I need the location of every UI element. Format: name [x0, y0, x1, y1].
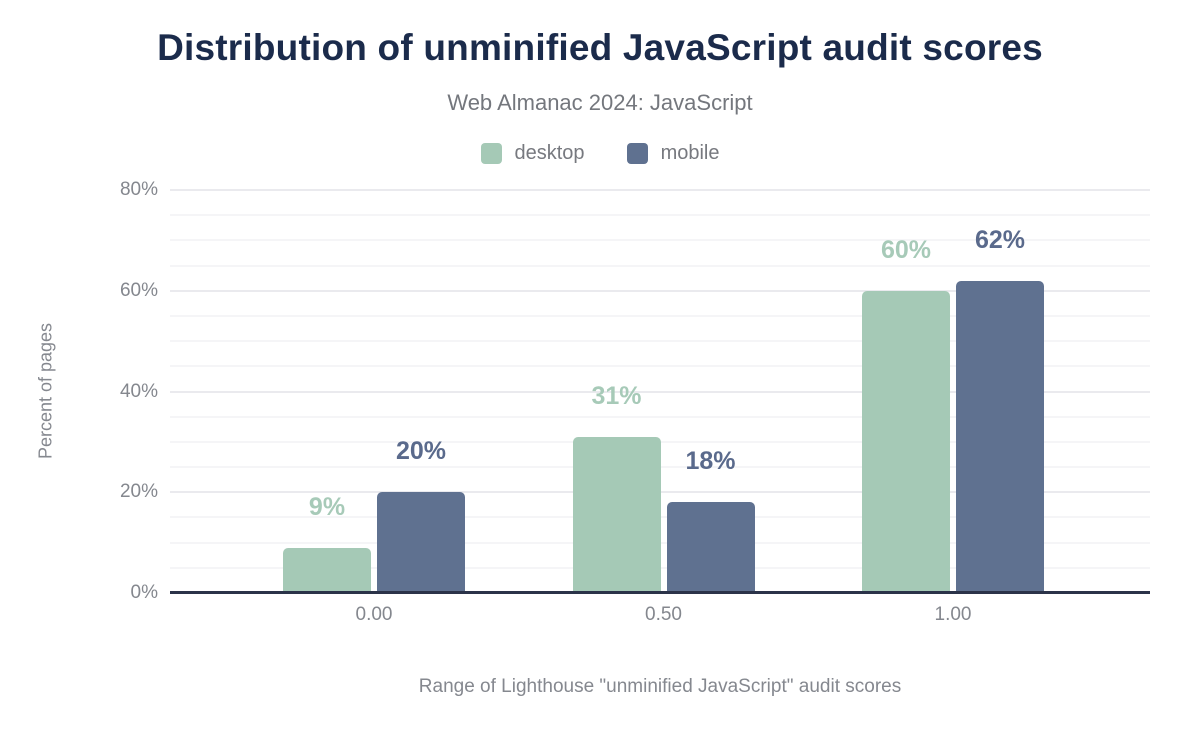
y-tick-label: 0% — [130, 582, 158, 603]
plot-area: 9% 20% 31% 18% 60% 62% — [170, 189, 1150, 594]
bar-label-desktop-0.50: 31% — [591, 381, 642, 410]
bar-desktop-0.50[interactable] — [572, 436, 661, 593]
legend-swatch-mobile-icon — [626, 143, 648, 164]
gridline-major — [170, 289, 1150, 292]
bar-label-desktop-0.00: 9% — [308, 492, 346, 521]
x-axis-title: Range of Lighthouse "unminified JavaScri… — [418, 676, 902, 697]
x-axis-line — [170, 591, 1150, 594]
legend-label-desktop: desktop — [514, 142, 585, 164]
y-tick-label: 20% — [119, 481, 158, 503]
bar-label-desktop-1.00: 60% — [880, 235, 932, 264]
legend-item-mobile[interactable]: mobile — [626, 142, 720, 165]
y-tick-label: 80% — [119, 179, 158, 200]
gridline-minor — [170, 214, 1150, 217]
gridline-minor — [170, 264, 1150, 267]
gridline-minor — [170, 365, 1150, 368]
gridline-minor — [170, 340, 1150, 343]
x-tick-label: 0.50 — [645, 604, 682, 625]
bar-label-mobile-0.50: 18% — [685, 447, 736, 476]
x-tick-label: 0.00 — [355, 604, 393, 625]
y-axis-title: Percent of pages — [35, 322, 56, 460]
chart-subtitle: Web Almanac 2024: JavaScript — [447, 90, 753, 115]
bar-mobile-1.00[interactable] — [956, 280, 1044, 593]
gridline-minor — [170, 314, 1150, 317]
legend-swatch-desktop-icon — [480, 143, 502, 164]
bar-mobile-0.50[interactable] — [666, 502, 755, 593]
gridline-major — [170, 390, 1150, 393]
chart-legend: desktop mobile — [0, 142, 1200, 165]
legend-label-mobile: mobile — [660, 142, 720, 164]
gridline-major — [170, 189, 1150, 191]
bar-desktop-0.00[interactable] — [283, 547, 371, 593]
gridline-minor — [170, 415, 1150, 418]
y-tick-label: 60% — [119, 279, 158, 301]
gridline-minor — [170, 239, 1150, 242]
bar-mobile-0.00[interactable] — [377, 492, 465, 593]
x-tick-label: 1.00 — [934, 604, 972, 625]
bar-label-mobile-0.00: 20% — [395, 437, 447, 466]
bar-label-mobile-1.00: 62% — [974, 225, 1026, 254]
legend-item-desktop[interactable]: desktop — [480, 142, 585, 165]
bar-desktop-1.00[interactable] — [862, 290, 950, 593]
chart-title: Distribution of unminified JavaScript au… — [157, 27, 1043, 68]
y-tick-label: 40% — [119, 380, 158, 402]
